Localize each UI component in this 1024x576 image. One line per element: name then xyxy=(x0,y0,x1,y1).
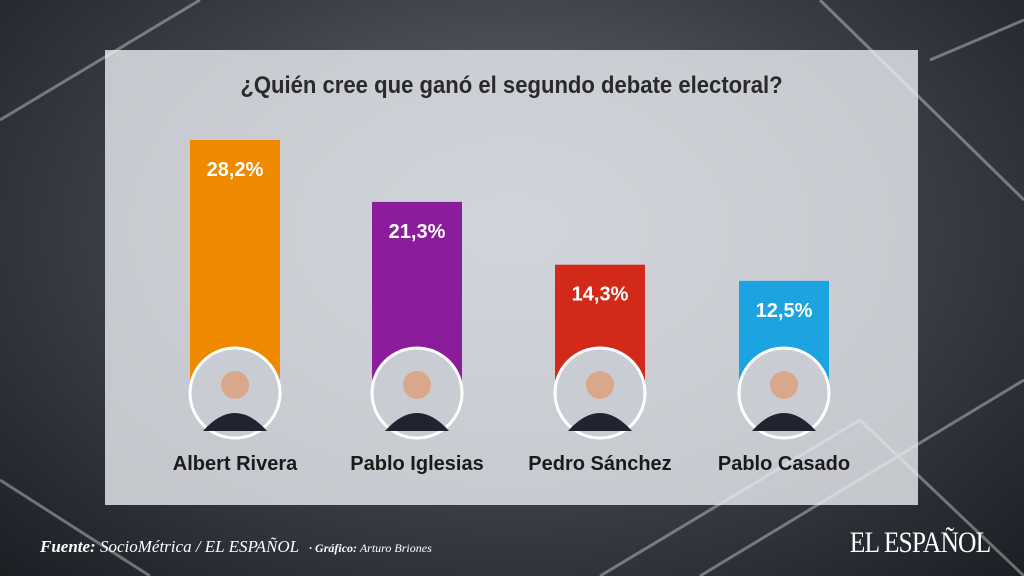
avatar-head xyxy=(770,371,798,399)
credit-label: · Gráfico: xyxy=(309,541,358,555)
credit-text: Arturo Briones xyxy=(359,541,432,555)
source-label: Fuente: xyxy=(40,537,96,556)
category-label: Pablo Casado xyxy=(718,453,850,475)
bar-value-label: 21,3% xyxy=(389,221,446,243)
avatar-head xyxy=(403,371,431,399)
category-label: Pedro Sánchez xyxy=(528,453,671,475)
category-label: Albert Rivera xyxy=(173,453,298,475)
footer-source: Fuente: SocioMétrica / EL ESPAÑOL · Gráf… xyxy=(40,537,432,557)
avatar-body xyxy=(568,413,632,431)
source-text: SocioMétrica / EL ESPAÑOL xyxy=(99,537,299,556)
chart-title: ¿Quién cree que ganó el segundo debate e… xyxy=(240,72,783,99)
brand-logo: EL ESPAÑOL xyxy=(849,526,990,559)
bar-value-label: 12,5% xyxy=(756,300,813,322)
avatar-head xyxy=(221,371,249,399)
avatar-head xyxy=(586,371,614,399)
category-label: Pablo Iglesias xyxy=(350,453,483,475)
bar-value-label: 28,2% xyxy=(207,159,264,181)
bar-value-label: 14,3% xyxy=(572,284,629,306)
avatar-body xyxy=(752,413,816,431)
avatar-body xyxy=(203,413,267,431)
avatar-body xyxy=(385,413,449,431)
